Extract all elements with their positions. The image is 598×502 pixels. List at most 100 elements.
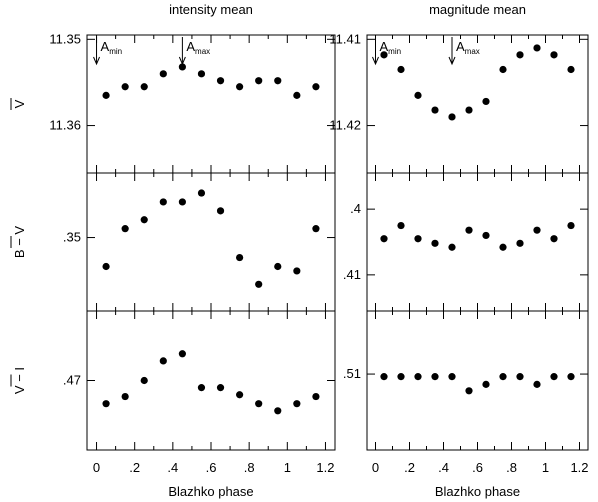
data-point bbox=[216, 384, 225, 392]
data-point bbox=[380, 235, 388, 243]
phase-marker-arrowhead bbox=[372, 56, 379, 66]
data-point bbox=[312, 392, 320, 401]
column-title: intensity mean bbox=[169, 2, 253, 17]
data-point bbox=[197, 384, 206, 392]
data-point bbox=[397, 373, 405, 381]
data-point bbox=[482, 380, 490, 388]
data-point bbox=[312, 83, 320, 91]
y-tick-label: .35 bbox=[63, 230, 81, 245]
data-point bbox=[293, 267, 301, 275]
data-point bbox=[516, 239, 524, 247]
phase-marker-subscript: max bbox=[465, 47, 480, 56]
x-tick-label: .8 bbox=[244, 460, 255, 475]
data-point bbox=[499, 65, 507, 74]
x-tick-label: .2 bbox=[129, 460, 140, 475]
phase-marker-label: Amin bbox=[101, 39, 123, 56]
data-point bbox=[465, 387, 473, 395]
data-point bbox=[533, 44, 541, 52]
phase-marker-label: Amin bbox=[380, 39, 402, 56]
x-tick-label: .2 bbox=[404, 460, 415, 475]
x-tick-label: .8 bbox=[506, 460, 517, 475]
data-point bbox=[431, 106, 439, 114]
panel-1-3: .47 V − I bbox=[10, 310, 336, 451]
data-point bbox=[414, 373, 422, 381]
data-point bbox=[102, 262, 110, 271]
data-point bbox=[533, 226, 541, 234]
data-point bbox=[197, 70, 206, 78]
y-axis-title: B − V bbox=[12, 226, 27, 258]
data-point bbox=[255, 77, 263, 85]
data-point bbox=[140, 376, 148, 385]
x-tick-label: .6 bbox=[472, 460, 483, 475]
y-tick-label: .47 bbox=[63, 373, 81, 388]
data-point bbox=[274, 262, 282, 271]
data-point bbox=[236, 391, 244, 399]
data-point bbox=[397, 65, 405, 74]
y-tick-label: 11.42 bbox=[329, 118, 361, 133]
panel-frame bbox=[86, 34, 336, 174]
data-point bbox=[102, 400, 110, 408]
data-point bbox=[159, 70, 167, 78]
data-point bbox=[380, 373, 388, 381]
y-tick-label: .41 bbox=[343, 267, 361, 282]
data-point bbox=[499, 243, 507, 251]
phase-marker-letter: A bbox=[380, 39, 389, 54]
data-point bbox=[516, 51, 524, 59]
data-point bbox=[236, 83, 244, 91]
phase-marker-arrowhead bbox=[93, 56, 100, 66]
data-point bbox=[178, 198, 186, 206]
y-tick-label: .4 bbox=[350, 201, 361, 216]
data-point bbox=[255, 400, 263, 408]
phase-marker-letter: A bbox=[101, 39, 110, 54]
x-tick-label: 1 bbox=[542, 460, 549, 475]
data-point bbox=[197, 189, 206, 197]
data-point bbox=[533, 380, 541, 388]
data-point bbox=[414, 235, 422, 243]
phase-marker-subscript: min bbox=[388, 47, 401, 56]
data-point bbox=[397, 221, 405, 230]
y-axis-title: V bbox=[12, 99, 27, 108]
data-point bbox=[121, 225, 129, 233]
data-point bbox=[159, 198, 167, 206]
data-point bbox=[274, 407, 282, 415]
data-point bbox=[178, 63, 186, 71]
panel-frame bbox=[86, 310, 336, 451]
panel-2-3: .51 bbox=[343, 310, 589, 451]
data-point bbox=[159, 357, 167, 365]
y-tick-label: 11.36 bbox=[49, 118, 81, 133]
phase-marker-subscript: min bbox=[109, 47, 122, 56]
data-point bbox=[216, 77, 225, 85]
y-tick-label: 11.41 bbox=[329, 31, 361, 46]
phase-marker-letter: A bbox=[186, 39, 195, 54]
x-tick-label: 1 bbox=[284, 460, 291, 475]
data-point bbox=[102, 91, 110, 99]
data-point bbox=[482, 231, 490, 240]
data-point bbox=[255, 280, 263, 288]
x-tick-label: 1.2 bbox=[570, 460, 588, 475]
data-point bbox=[448, 243, 456, 251]
panel-frame bbox=[366, 310, 589, 451]
x-axis-title: Blazhko phase bbox=[435, 484, 520, 499]
data-point bbox=[499, 373, 507, 381]
data-point bbox=[140, 83, 148, 91]
phase-marker-label: Amax bbox=[186, 39, 210, 56]
data-point bbox=[448, 373, 456, 381]
panel-2-1: 11.41 11.42 Amin Amax bbox=[329, 31, 589, 174]
column-title: magnitude mean bbox=[429, 2, 526, 17]
data-point bbox=[567, 221, 575, 230]
data-point bbox=[312, 225, 320, 233]
data-point bbox=[414, 91, 422, 99]
data-point bbox=[121, 392, 129, 401]
x-tick-label: 1.2 bbox=[316, 460, 334, 475]
phase-marker-arrowhead bbox=[178, 56, 186, 66]
y-tick-label: .51 bbox=[343, 366, 361, 381]
data-point bbox=[482, 97, 490, 106]
x-tick-label: .6 bbox=[206, 460, 217, 475]
data-point bbox=[431, 373, 439, 381]
data-point bbox=[465, 106, 473, 114]
panel-2-2: .4 .41 bbox=[343, 172, 589, 312]
data-point bbox=[380, 51, 388, 59]
data-point bbox=[293, 400, 301, 408]
